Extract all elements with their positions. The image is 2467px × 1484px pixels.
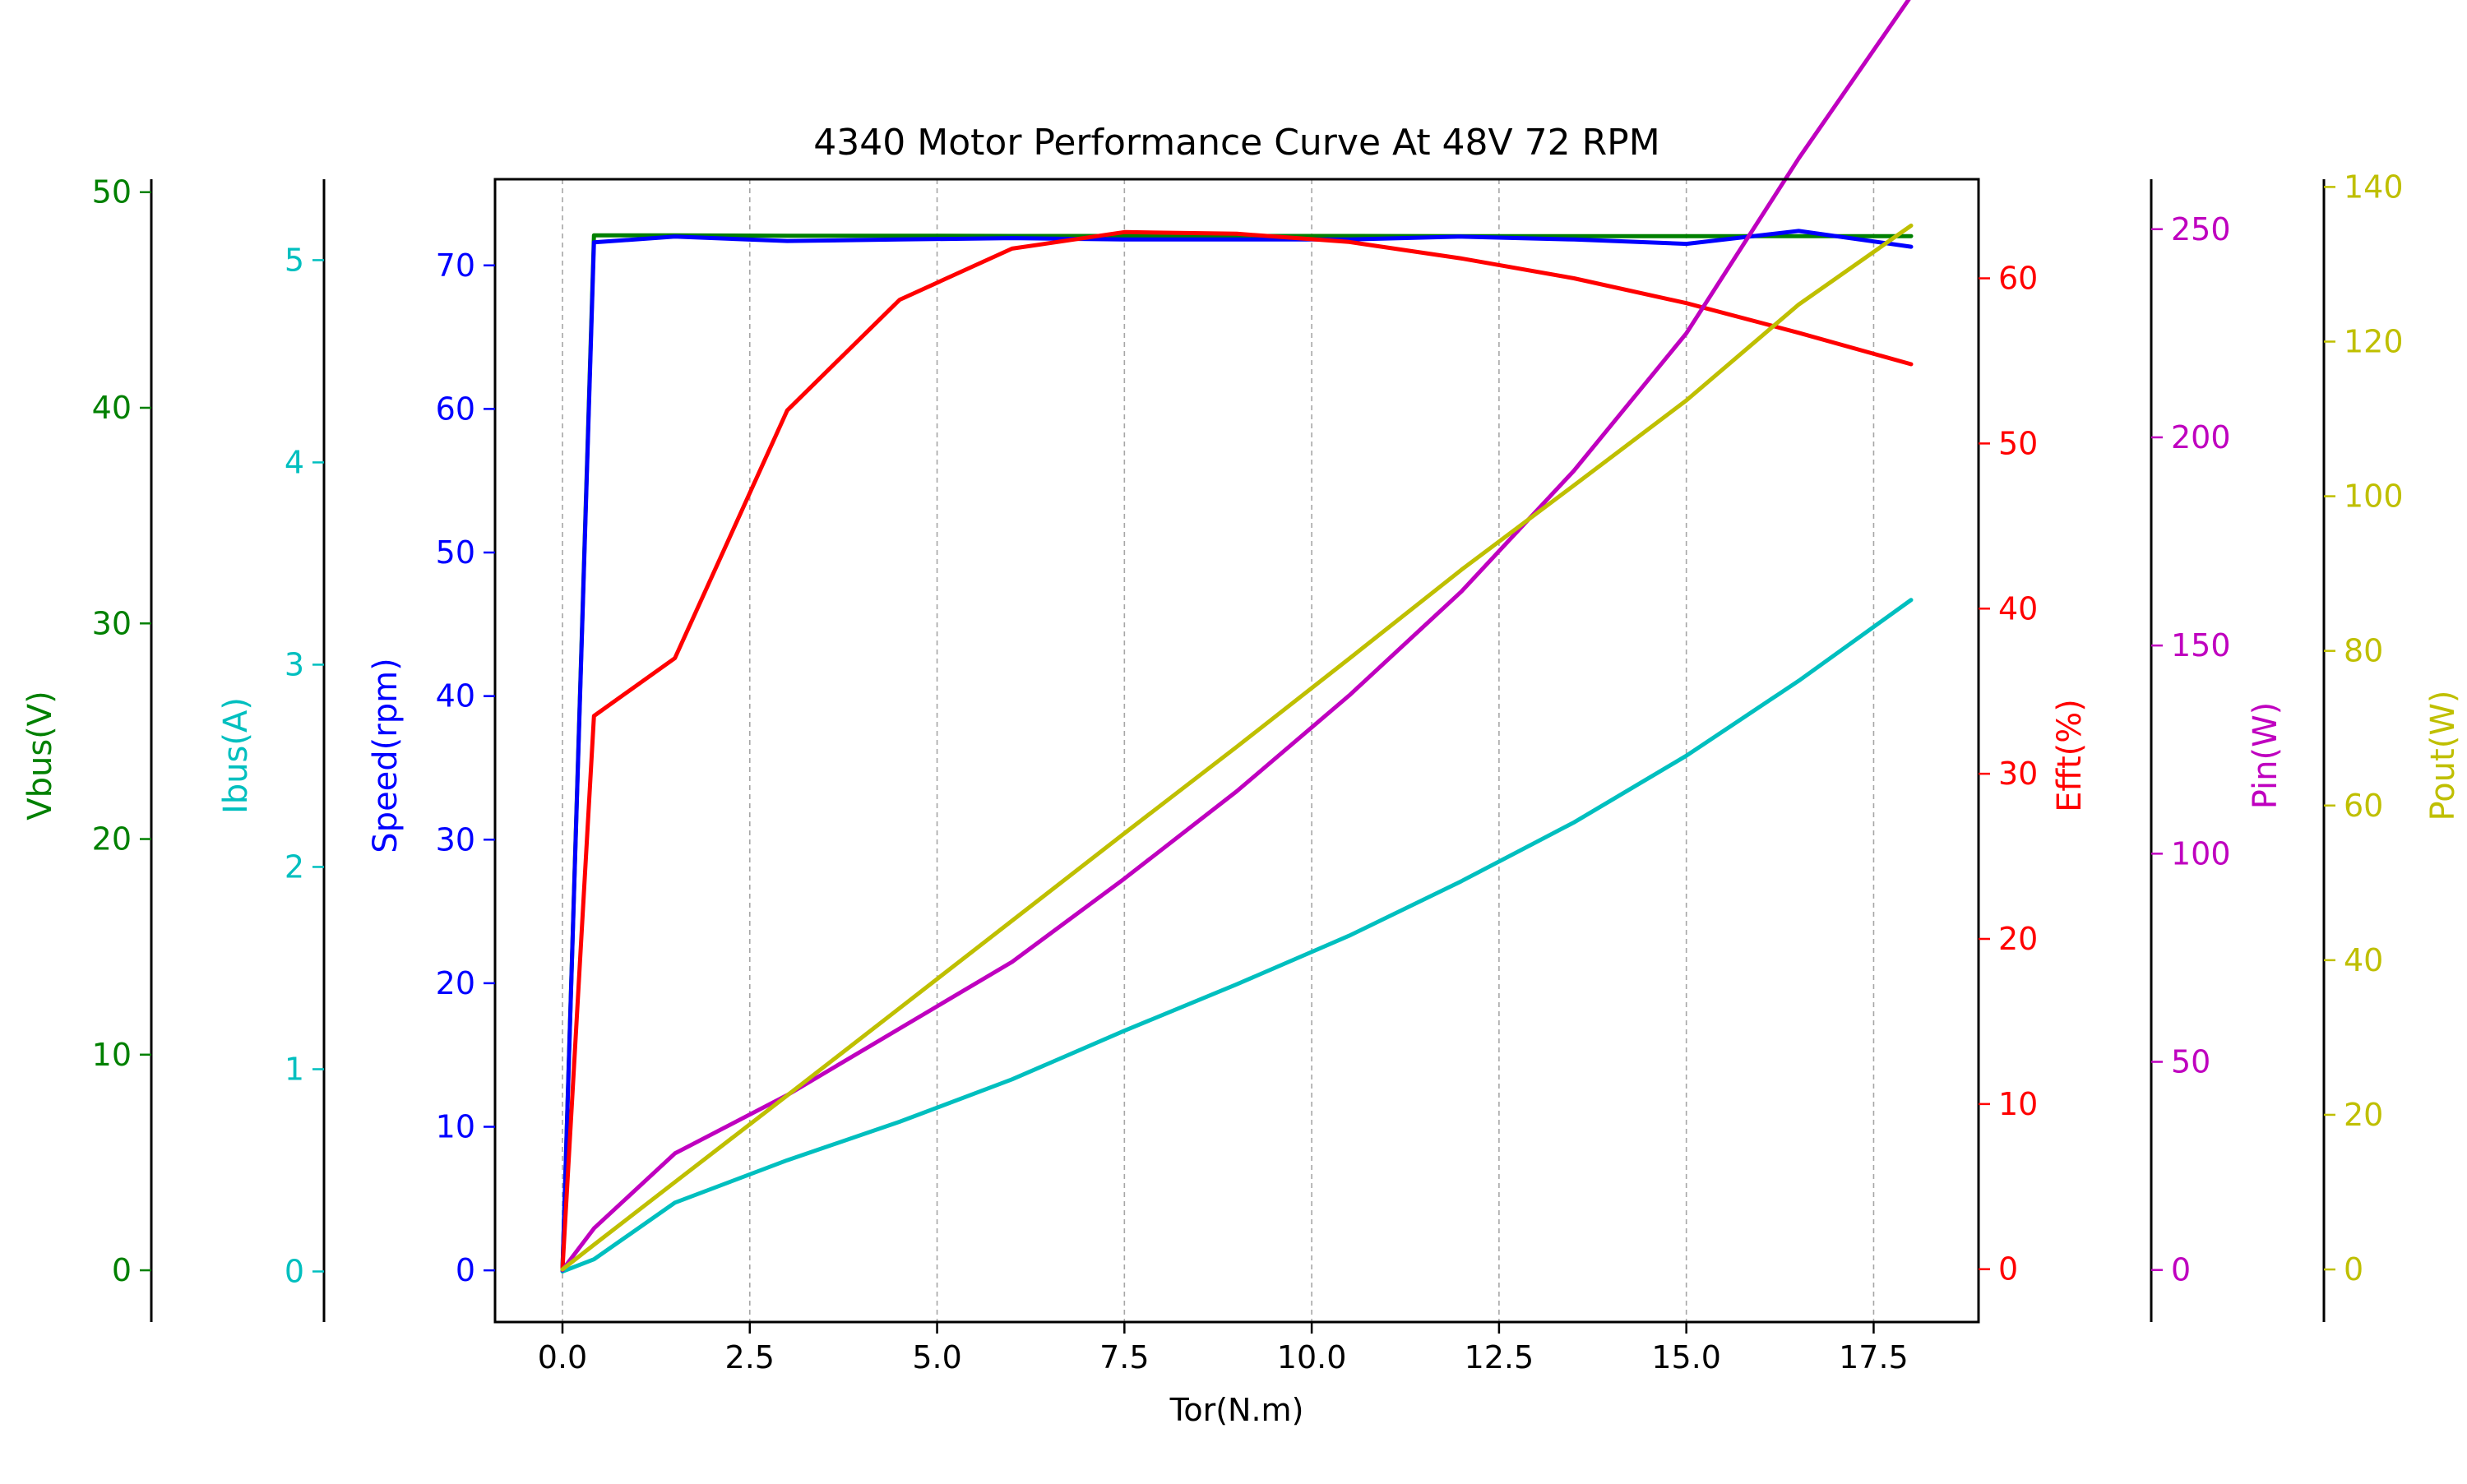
pout-tick-label: 120 bbox=[2344, 323, 2404, 359]
x-tick-label: 12.5 bbox=[1465, 1339, 1534, 1375]
speed-tick-label: 50 bbox=[436, 534, 475, 571]
pout-tick-label: 140 bbox=[2344, 169, 2404, 205]
pin-tick-label: 100 bbox=[2171, 835, 2231, 871]
vbus-tick-label: 30 bbox=[92, 605, 132, 641]
series-line-pin bbox=[560, 0, 1911, 1273]
plot-frame bbox=[493, 178, 1980, 1324]
pout-tick-label: 80 bbox=[2344, 633, 2383, 669]
chart-title: 4340 Motor Performance Curve At 48V 72 R… bbox=[813, 122, 1659, 164]
x-tick-label: 10.0 bbox=[1277, 1339, 1347, 1375]
pin-tick-label: 50 bbox=[2171, 1044, 2210, 1080]
pout-tick-label: 100 bbox=[2344, 478, 2404, 515]
vbus-tick-label: 0 bbox=[112, 1252, 132, 1288]
speed-tick-label: 70 bbox=[436, 247, 475, 284]
ibus-tick-label: 2 bbox=[285, 848, 304, 885]
vbus-tick-label: 20 bbox=[92, 821, 132, 858]
pout-axis-label: Pout(W) bbox=[2424, 691, 2462, 821]
efft-tick-label: 20 bbox=[1998, 921, 2038, 957]
x-tick-label: 15.0 bbox=[1651, 1339, 1721, 1375]
x-tick-label: 2.5 bbox=[725, 1339, 775, 1375]
pout-tick-label: 60 bbox=[2344, 788, 2383, 824]
speed-tick-label: 40 bbox=[436, 678, 475, 714]
series-line-efft bbox=[560, 229, 1914, 1272]
efft-tick-label: 30 bbox=[1998, 756, 2038, 792]
pin-tick-label: 150 bbox=[2171, 627, 2231, 663]
vbus-axis-label: Vbus(V) bbox=[21, 691, 59, 821]
ibus-tick-label: 0 bbox=[285, 1253, 304, 1289]
pin-tick-label: 0 bbox=[2171, 1252, 2191, 1288]
pout-tick-label: 20 bbox=[2344, 1097, 2383, 1133]
pout-tick-label: 0 bbox=[2344, 1251, 2363, 1288]
series-line-pout bbox=[560, 223, 1914, 1272]
x-tick-label: 5.0 bbox=[912, 1339, 961, 1375]
ibus-axis-label: Ibus(A) bbox=[217, 697, 255, 814]
speed-tick-label: 20 bbox=[436, 965, 475, 1001]
speed-tick-label: 60 bbox=[436, 391, 475, 427]
vbus-tick-label: 10 bbox=[92, 1037, 132, 1073]
vbus-tick-label: 50 bbox=[92, 174, 132, 210]
efft-tick-label: 50 bbox=[1998, 425, 2038, 461]
speed-tick-label: 10 bbox=[436, 1109, 475, 1145]
x-tick-label: 7.5 bbox=[1099, 1339, 1149, 1375]
efft-tick-label: 0 bbox=[1998, 1251, 2018, 1288]
ibus-tick-label: 3 bbox=[285, 646, 304, 682]
efft-tick-label: 40 bbox=[1998, 590, 2038, 626]
x-tick-label: 17.5 bbox=[1839, 1339, 1909, 1375]
vbus-tick-label: 40 bbox=[92, 390, 132, 426]
efft-tick-label: 60 bbox=[1998, 261, 2038, 297]
efft-axis-label: Efft(%) bbox=[2051, 699, 2089, 812]
x-tick-label: 0.0 bbox=[538, 1339, 587, 1375]
axes-layer: 0.0 2.5 5.0 7.5 10.0 12.5 15.0 17.501020304050V… bbox=[21, 169, 2462, 1375]
ibus-tick-label: 1 bbox=[285, 1051, 304, 1087]
ibus-tick-label: 4 bbox=[285, 444, 304, 480]
pin-axis-label: Pin(W) bbox=[2247, 702, 2284, 809]
series-layer bbox=[560, 0, 1914, 1274]
x-axis-label: Tor(N.m) bbox=[1169, 1392, 1304, 1428]
grid-layer bbox=[562, 179, 1875, 1322]
pin-tick-label: 200 bbox=[2171, 419, 2231, 455]
speed-axis-label: Speed(rpm) bbox=[367, 658, 405, 853]
ibus-tick-label: 5 bbox=[285, 242, 304, 278]
pin-tick-label: 250 bbox=[2171, 211, 2231, 247]
speed-tick-label: 30 bbox=[436, 821, 475, 858]
pout-tick-label: 40 bbox=[2344, 942, 2383, 978]
efft-tick-label: 10 bbox=[1998, 1086, 2038, 1122]
series-line-ibus bbox=[560, 598, 1914, 1274]
speed-tick-label: 0 bbox=[456, 1252, 475, 1288]
series-line-speed bbox=[560, 229, 1914, 1273]
